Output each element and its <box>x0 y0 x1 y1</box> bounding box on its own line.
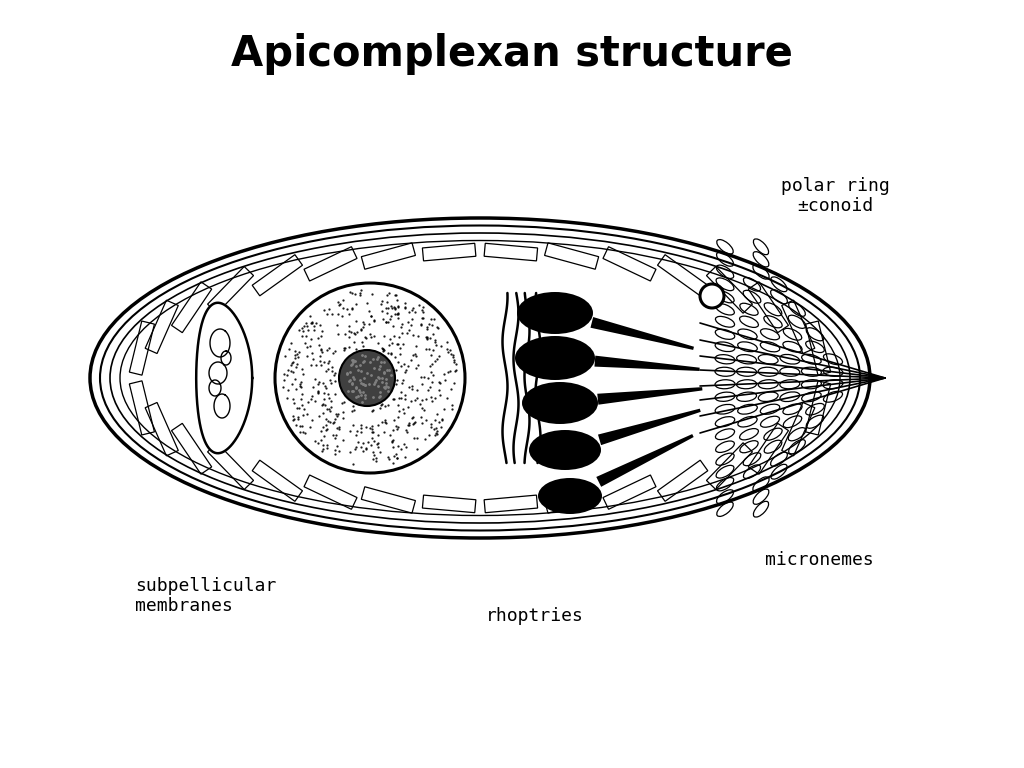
Text: subpellicular
membranes: subpellicular membranes <box>135 577 276 615</box>
Polygon shape <box>591 317 694 350</box>
Ellipse shape <box>517 292 593 334</box>
Polygon shape <box>197 303 252 453</box>
Text: Apicomplexan structure: Apicomplexan structure <box>231 33 793 75</box>
Circle shape <box>339 350 395 406</box>
Text: polar ring
±conoid: polar ring ±conoid <box>780 177 890 215</box>
Text: rhoptries: rhoptries <box>486 607 584 625</box>
Polygon shape <box>596 434 693 487</box>
Polygon shape <box>598 409 700 445</box>
Text: micronemes: micronemes <box>765 551 873 569</box>
Ellipse shape <box>529 430 601 470</box>
Polygon shape <box>597 387 702 405</box>
Ellipse shape <box>538 478 602 514</box>
Circle shape <box>275 283 465 473</box>
Ellipse shape <box>522 382 598 424</box>
Polygon shape <box>595 356 699 371</box>
Ellipse shape <box>90 218 870 538</box>
Circle shape <box>700 284 724 308</box>
Ellipse shape <box>515 336 595 380</box>
